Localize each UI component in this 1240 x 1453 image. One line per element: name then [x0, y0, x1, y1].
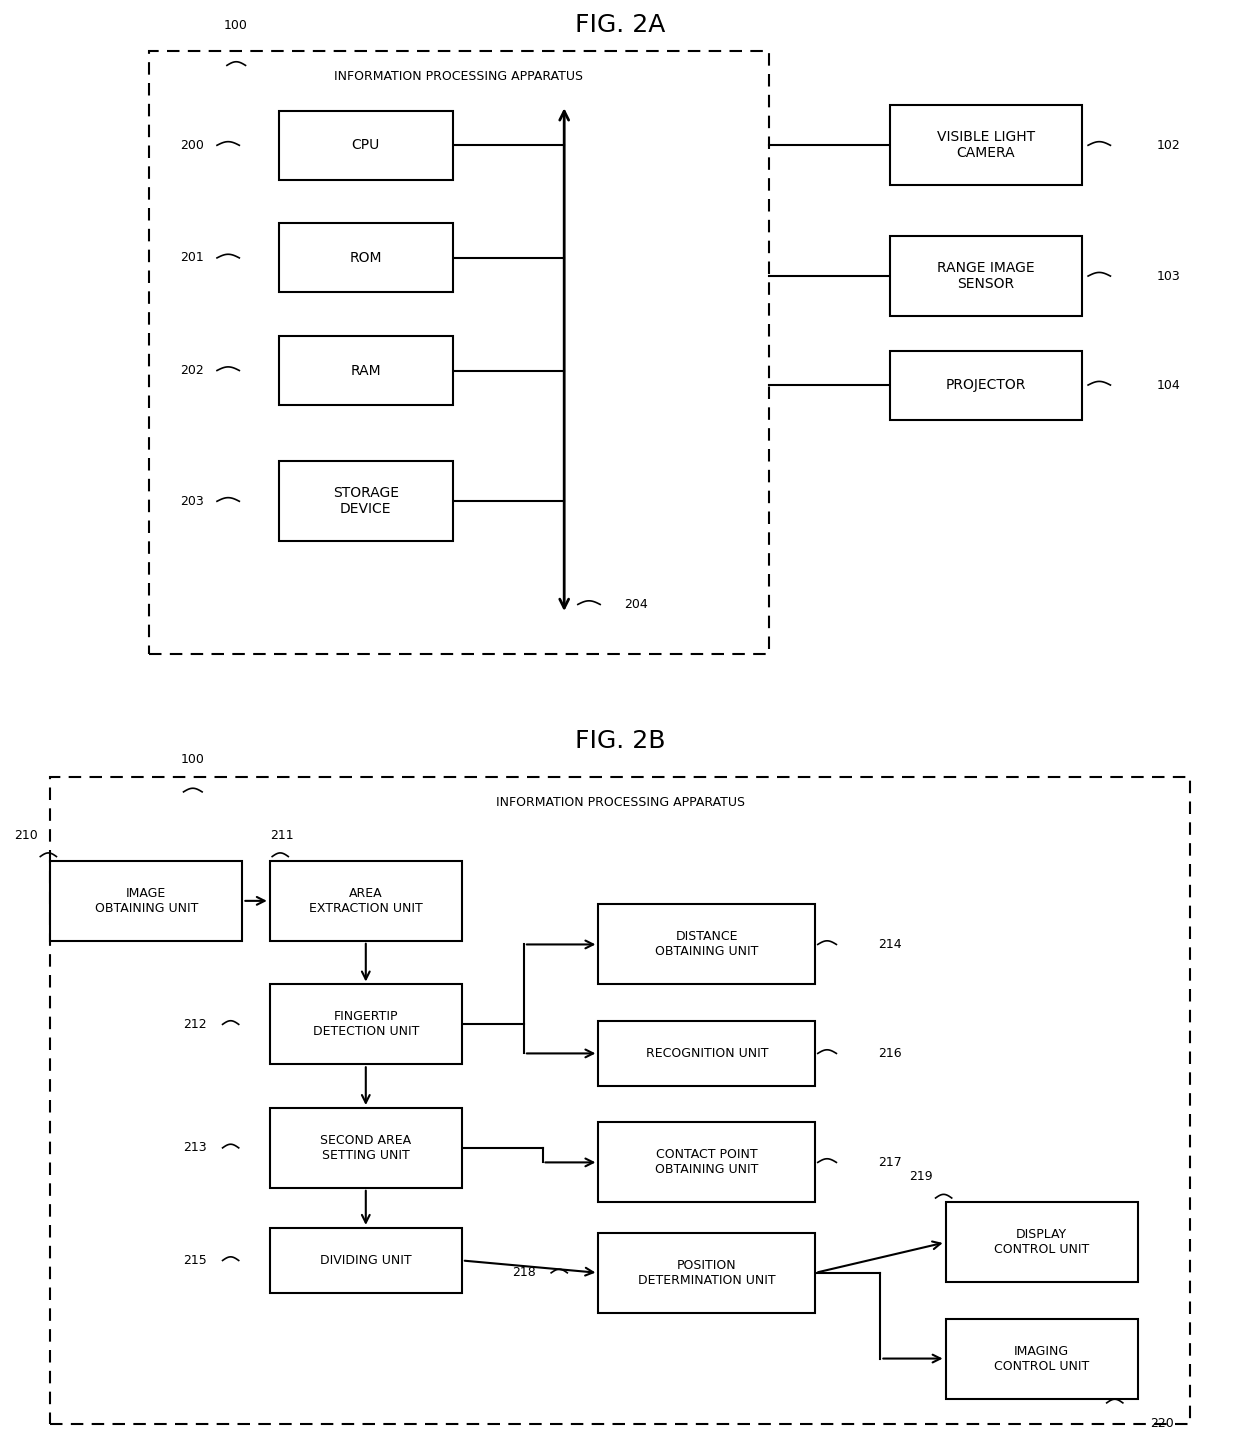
Bar — [598, 1122, 816, 1203]
Text: INFORMATION PROCESSING APPARATUS: INFORMATION PROCESSING APPARATUS — [335, 70, 583, 83]
Text: SECOND AREA
SETTING UNIT: SECOND AREA SETTING UNIT — [320, 1133, 412, 1162]
Text: 212: 212 — [184, 1019, 207, 1030]
Text: RECOGNITION UNIT: RECOGNITION UNIT — [646, 1048, 768, 1059]
Bar — [598, 1232, 816, 1314]
Text: FINGERTIP
DETECTION UNIT: FINGERTIP DETECTION UNIT — [312, 1010, 419, 1039]
Text: 104: 104 — [1157, 379, 1180, 391]
Text: PROJECTOR: PROJECTOR — [946, 378, 1025, 392]
Text: CPU: CPU — [352, 138, 379, 153]
Text: 204: 204 — [624, 599, 647, 610]
Bar — [149, 51, 769, 654]
Text: FIG. 2A: FIG. 2A — [575, 13, 665, 38]
Text: 214: 214 — [878, 939, 901, 950]
Text: 203: 203 — [180, 495, 205, 507]
Text: IMAGING
CONTROL UNIT: IMAGING CONTROL UNIT — [994, 1344, 1089, 1373]
Text: 210: 210 — [14, 830, 37, 841]
Bar — [270, 985, 461, 1064]
Bar — [279, 224, 453, 292]
Bar — [945, 1203, 1138, 1283]
Bar — [890, 350, 1081, 420]
Text: 100: 100 — [180, 753, 205, 766]
Bar — [279, 110, 453, 180]
Bar — [270, 1228, 461, 1293]
Bar — [598, 1020, 816, 1087]
Bar — [890, 106, 1081, 186]
Text: 217: 217 — [878, 1157, 901, 1168]
Text: 220: 220 — [1149, 1418, 1174, 1430]
Text: 215: 215 — [184, 1254, 207, 1267]
Text: DIVIDING UNIT: DIVIDING UNIT — [320, 1254, 412, 1267]
Bar — [279, 336, 453, 405]
Text: 102: 102 — [1157, 139, 1180, 151]
Text: IMAGE
OBTAINING UNIT: IMAGE OBTAINING UNIT — [94, 886, 198, 915]
Text: RANGE IMAGE
SENSOR: RANGE IMAGE SENSOR — [937, 262, 1034, 291]
Text: 218: 218 — [512, 1267, 536, 1279]
Bar — [270, 860, 461, 942]
Text: ROM: ROM — [350, 251, 382, 264]
Bar — [279, 462, 453, 542]
Text: 100: 100 — [223, 19, 248, 32]
Bar — [270, 1109, 461, 1189]
Bar — [945, 1319, 1138, 1398]
Text: POSITION
DETERMINATION UNIT: POSITION DETERMINATION UNIT — [639, 1258, 775, 1287]
Text: 213: 213 — [184, 1142, 207, 1154]
Text: 103: 103 — [1157, 270, 1180, 282]
Text: DISTANCE
OBTAINING UNIT: DISTANCE OBTAINING UNIT — [655, 930, 759, 959]
Text: 202: 202 — [180, 365, 205, 376]
Text: 211: 211 — [270, 830, 294, 841]
Text: 201: 201 — [180, 251, 205, 264]
Text: INFORMATION PROCESSING APPARATUS: INFORMATION PROCESSING APPARATUS — [496, 796, 744, 809]
Bar — [598, 904, 816, 985]
Text: DISPLAY
CONTROL UNIT: DISPLAY CONTROL UNIT — [994, 1228, 1089, 1257]
Text: CONTACT POINT
OBTAINING UNIT: CONTACT POINT OBTAINING UNIT — [655, 1148, 759, 1177]
Bar — [890, 237, 1081, 317]
Text: STORAGE
DEVICE: STORAGE DEVICE — [332, 487, 399, 516]
Text: 216: 216 — [878, 1048, 901, 1059]
Text: RAM: RAM — [351, 363, 381, 378]
Bar — [50, 860, 243, 942]
Text: 219: 219 — [909, 1171, 932, 1183]
Text: FIG. 2B: FIG. 2B — [575, 729, 665, 753]
Text: 200: 200 — [180, 139, 205, 151]
Text: AREA
EXTRACTION UNIT: AREA EXTRACTION UNIT — [309, 886, 423, 915]
Text: VISIBLE LIGHT
CAMERA: VISIBLE LIGHT CAMERA — [936, 131, 1035, 160]
Bar — [50, 777, 1190, 1424]
